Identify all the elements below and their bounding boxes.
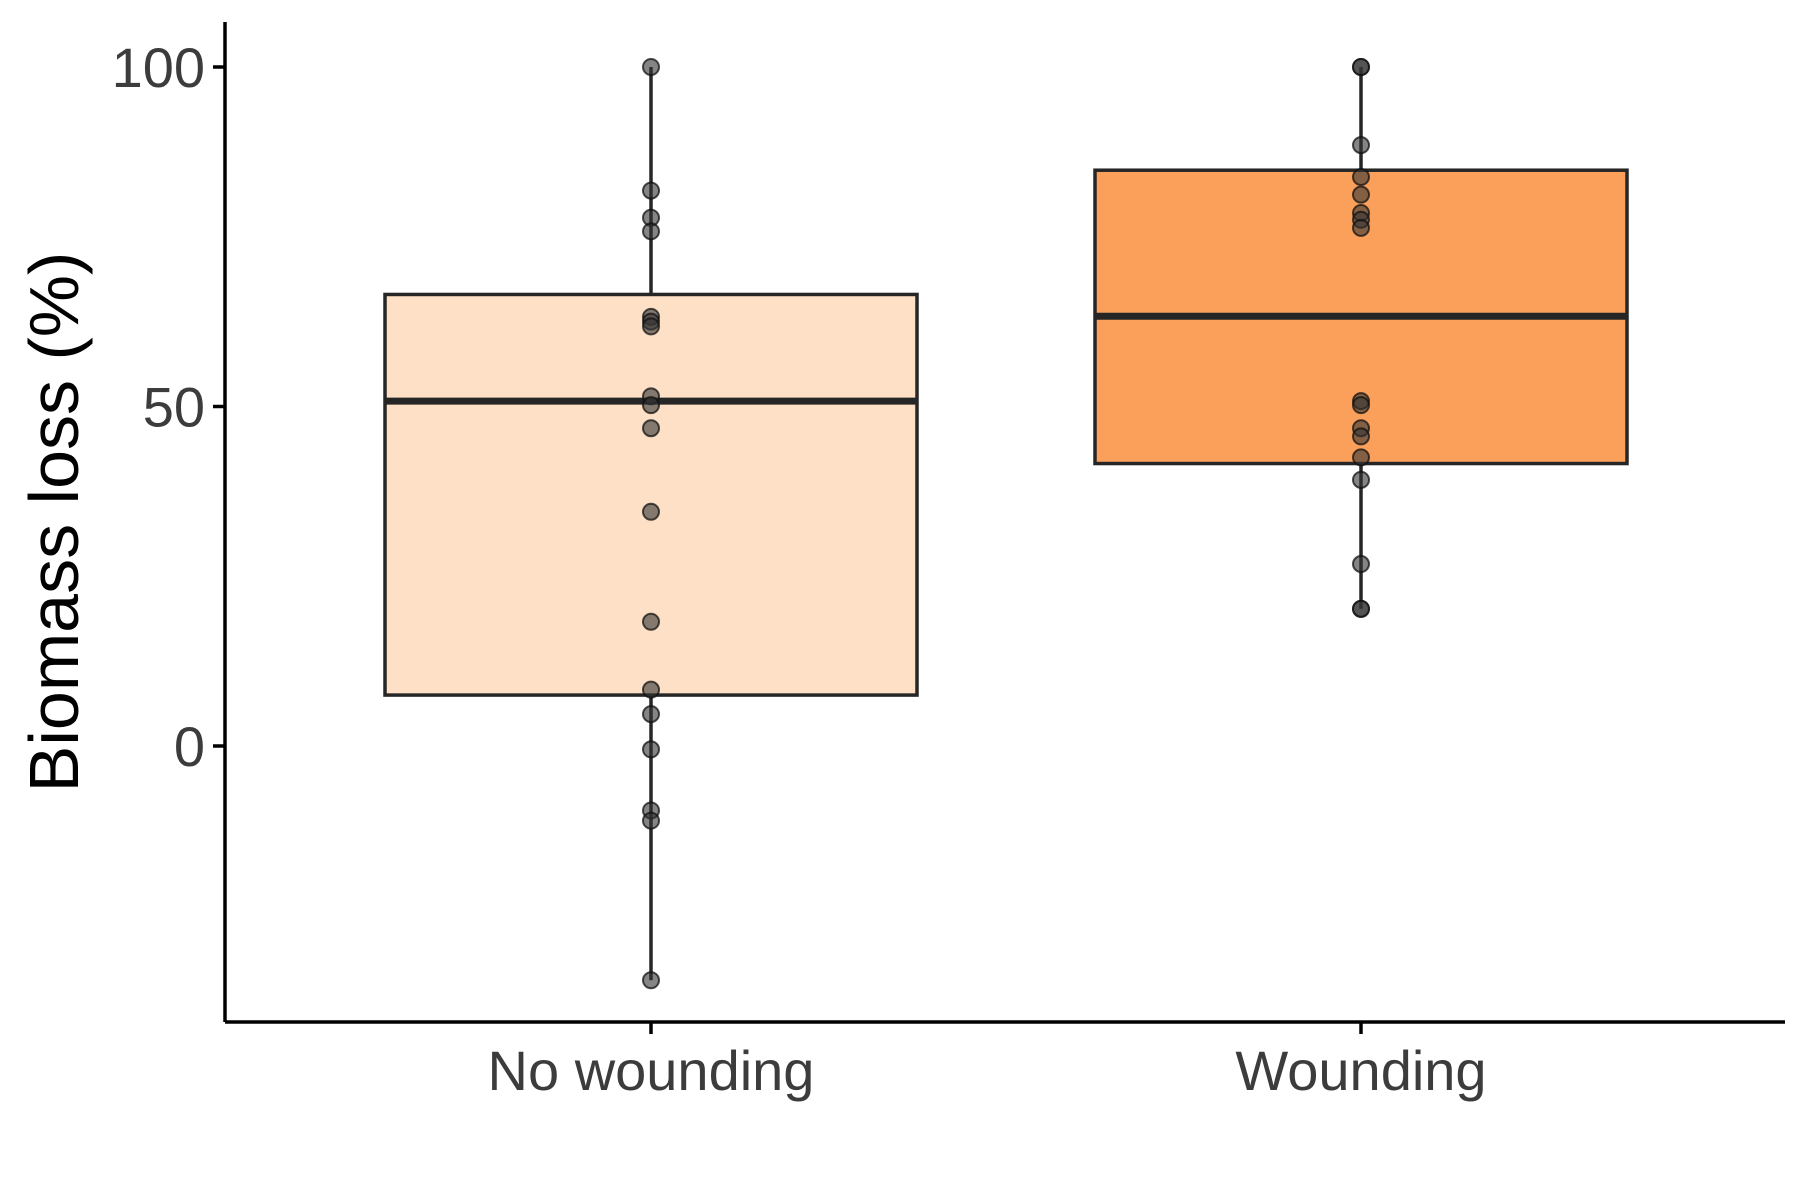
data-point-no-wounding-9 — [642, 419, 660, 438]
y-axis-title: Biomass loss (%) — [15, 252, 93, 793]
data-point-wounding-3 — [1352, 167, 1370, 186]
data-point-no-wounding-14 — [642, 740, 660, 759]
data-point-no-wounding-1 — [642, 181, 660, 200]
data-point-no-wounding-10 — [642, 502, 660, 521]
data-point-no-wounding-17 — [642, 971, 660, 990]
plot-area — [383, 58, 1629, 990]
data-point-no-wounding-11 — [642, 612, 660, 631]
ticks: 0 50 100 No wounding Wounding — [112, 36, 1487, 1102]
data-point-no-wounding-12 — [642, 680, 660, 699]
data-point-wounding-9 — [1352, 396, 1370, 415]
data-point-no-wounding-3 — [642, 222, 660, 241]
data-point-wounding-11 — [1352, 427, 1370, 446]
data-point-no-wounding-8 — [642, 396, 660, 415]
data-point-wounding-7 — [1352, 218, 1370, 237]
box-no-wounding — [383, 292, 919, 697]
data-point-no-wounding-13 — [642, 705, 660, 724]
data-point-no-wounding-0 — [642, 58, 660, 76]
data-point-wounding-1 — [1352, 58, 1370, 76]
axes — [223, 22, 1785, 1024]
x-tick-label-no-wounding: No wounding — [488, 1039, 815, 1102]
x-tick-label-wounding: Wounding — [1235, 1039, 1486, 1102]
data-point-no-wounding-6 — [642, 317, 660, 336]
data-point-wounding-2 — [1352, 136, 1370, 155]
data-point-wounding-12 — [1352, 448, 1370, 467]
data-point-wounding-16 — [1352, 599, 1370, 618]
data-point-wounding-14 — [1352, 555, 1370, 574]
data-point-no-wounding-16 — [642, 811, 660, 830]
data-point-wounding-13 — [1352, 470, 1370, 489]
y-tick-label-50: 50 — [143, 376, 205, 439]
data-point-wounding-4 — [1352, 185, 1370, 204]
y-tick-label-100: 100 — [112, 36, 205, 99]
y-tick-label-0: 0 — [174, 715, 205, 778]
